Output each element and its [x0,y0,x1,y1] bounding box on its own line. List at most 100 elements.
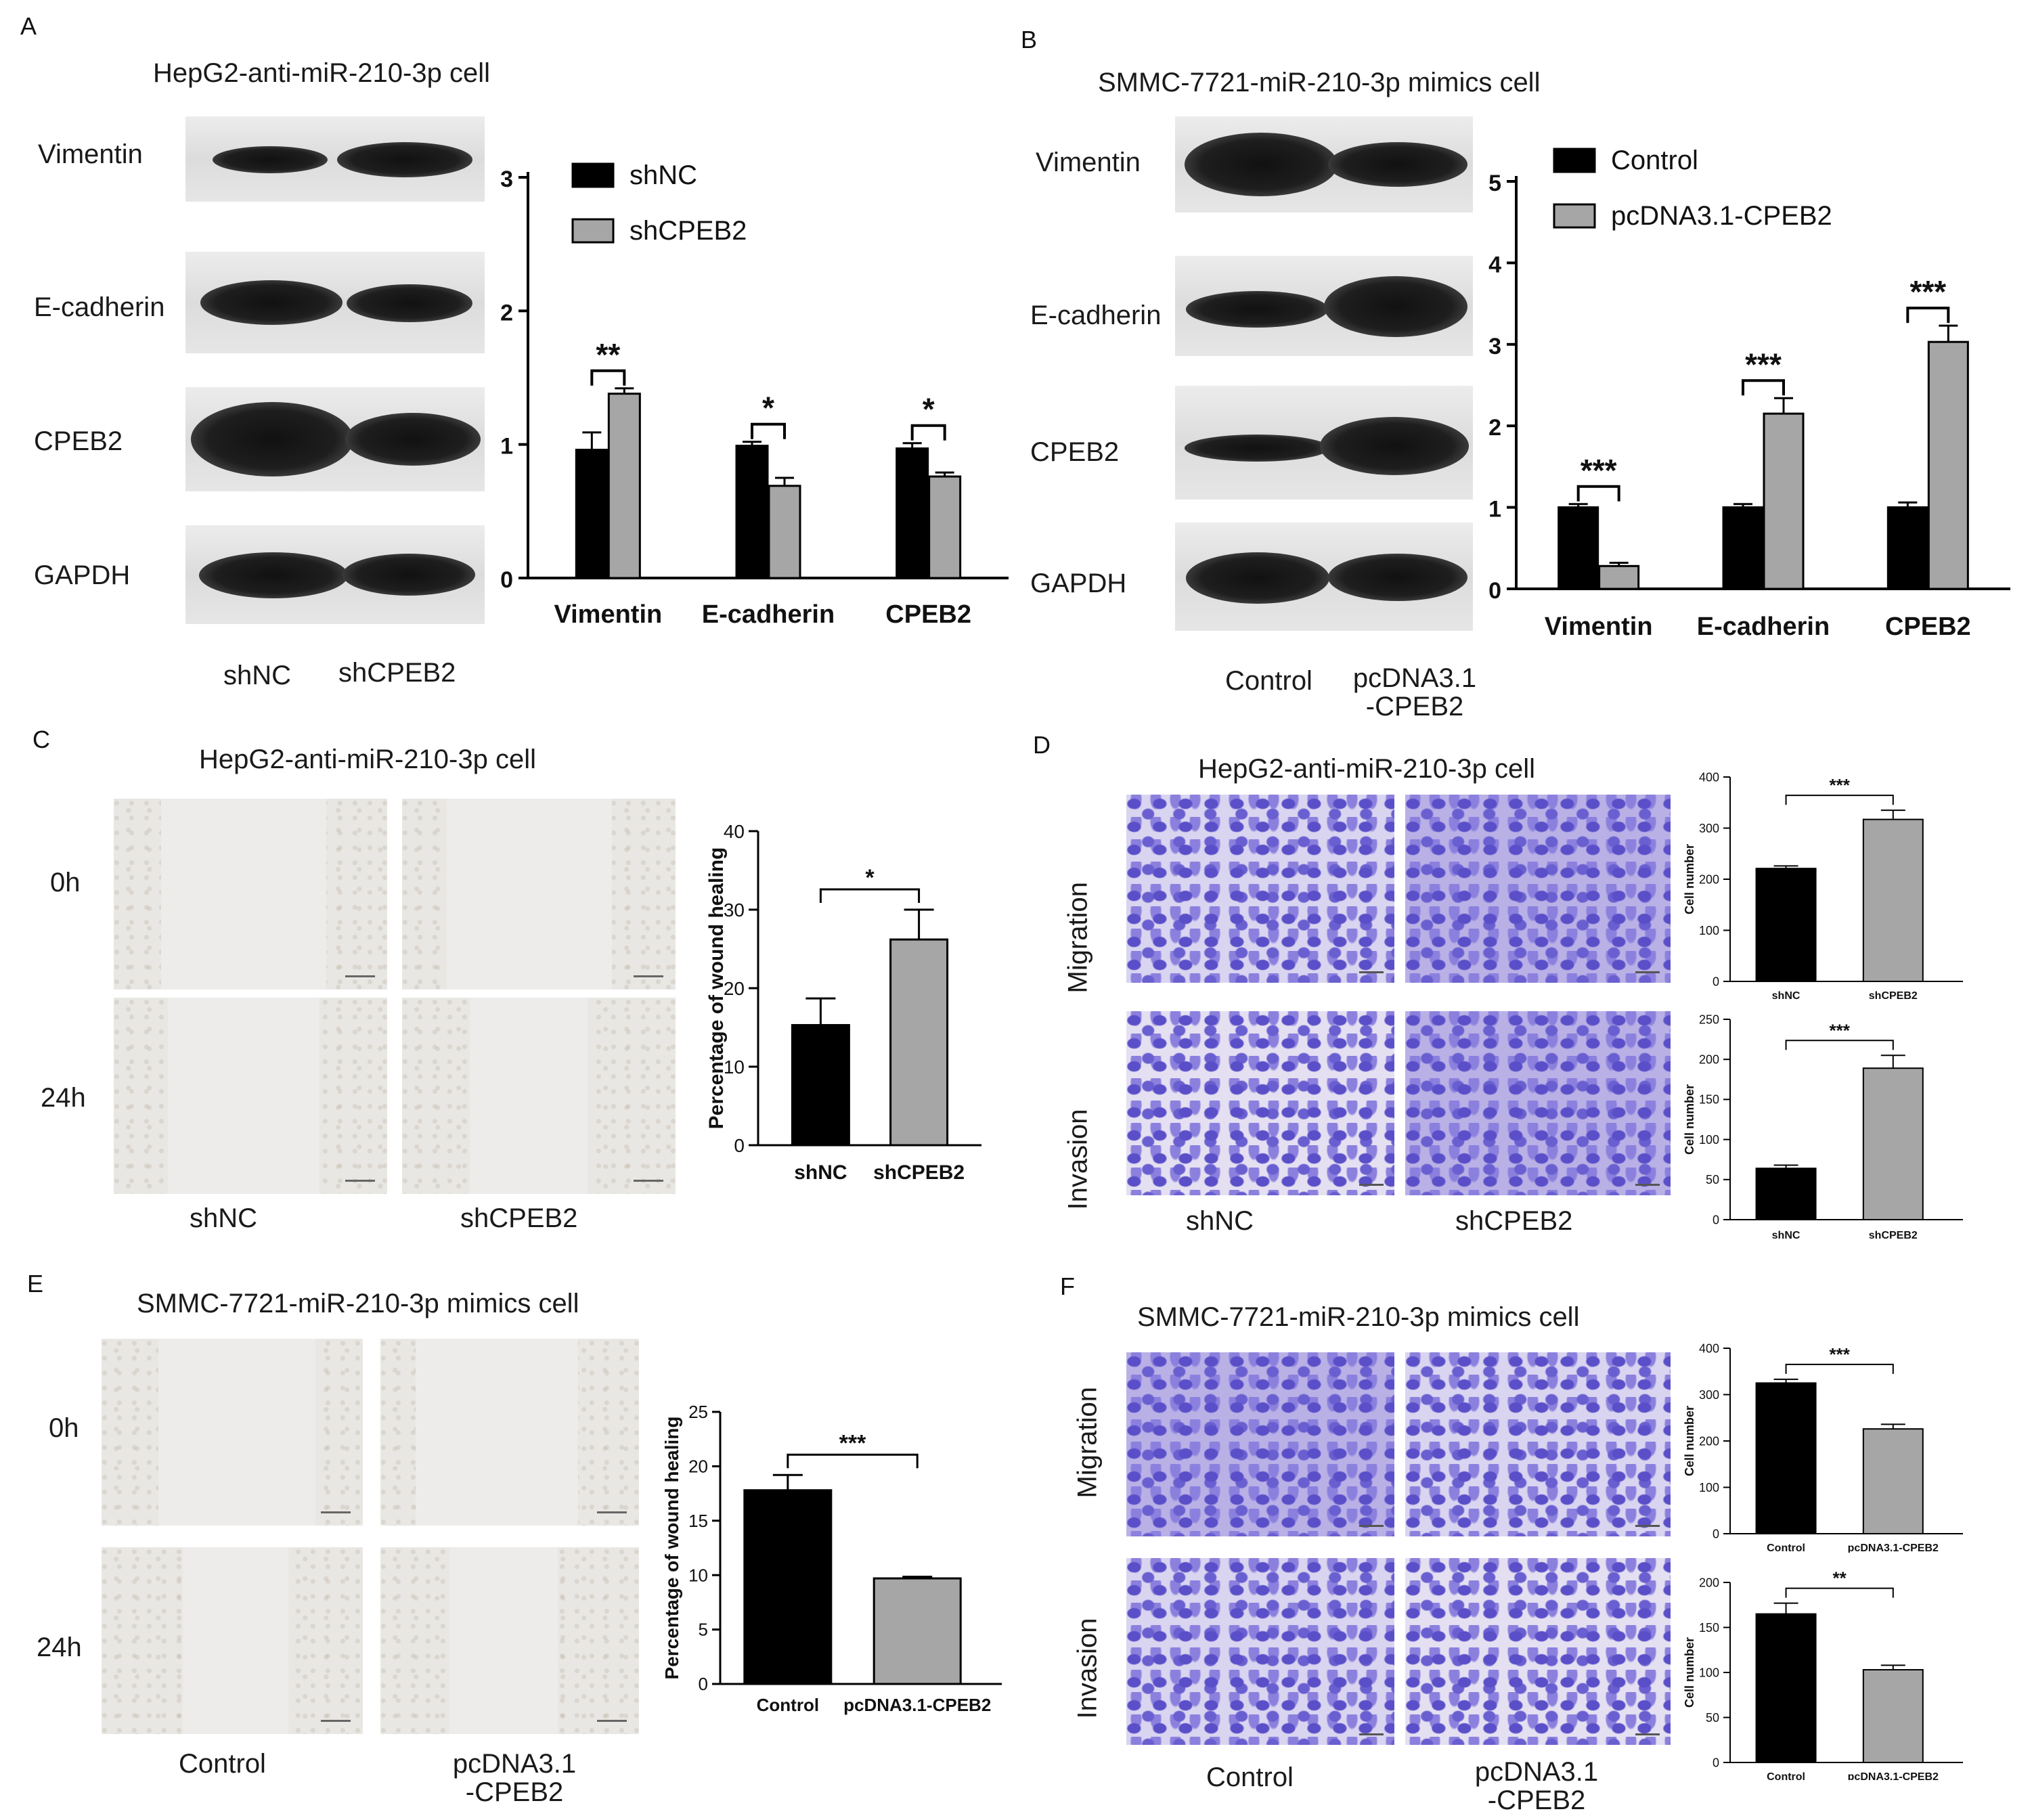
blot-a-lane-shnc: shNC [223,661,292,690]
category-label: shCPEB2 [1869,1230,1918,1241]
panel-c-title: HepG2-anti-miR-210-3p cell [199,745,536,774]
wound-c-shcpeb2-0h [402,799,676,990]
y-tick-label: 20 [724,978,745,999]
wound-e-control-0h [102,1339,363,1526]
bar-Control-Vimentin [1558,506,1599,590]
transwell-f-pcdna-migration [1405,1352,1671,1536]
bar-shCPEB2-Vimentin [607,393,641,579]
wound-c-row-0h: 0h [50,868,81,897]
y-tick-label: 3 [1488,334,1501,359]
category-label: CPEB2 [885,600,971,629]
significance-bracket [1785,1587,1894,1598]
chart-a: 0 1 2 3 Vimentin ** E-cadherin * CPEB2 * shNC shCPE… [500,160,1009,629]
transwell-f-row-migration: Migration [1072,1386,1103,1499]
significance-bracket [590,369,626,386]
significance-bracket [1576,485,1620,502]
transwell-d-row-invasion: Invasion [1063,1109,1093,1210]
y-axis-label: Cell number [1683,1084,1696,1155]
category-label: Control [1767,1771,1805,1780]
significance-stars: *** [1830,775,1851,795]
wound-e-row-0h: 0h [49,1413,79,1443]
y-tick-label: 0 [500,567,513,593]
category-label: E-cadherin [702,600,835,629]
significance-bracket [1906,307,1950,324]
y-tick-label: 0 [699,1674,708,1694]
transwell-d-col-shcpeb2: shCPEB2 [1455,1206,1573,1236]
y-tick-label: 3 [500,167,513,192]
y-tick-label: 1 [1488,497,1501,523]
y-tick-label: 40 [724,821,745,842]
blot-b-label-gapdh: GAPDH [1030,569,1127,598]
transwell-f-row-invasion: Invasion [1072,1618,1103,1719]
bar-shNC-E-cadherin [735,445,769,579]
significance-bracket [1785,795,1894,805]
y-tick-label: 200 [1699,1434,1719,1448]
significance-bracket [751,422,786,439]
significance-stars: *** [839,1430,866,1456]
wound-e-col-pcdna-line1: pcDNA3.1 [452,1749,577,1779]
transwell-f-control-invasion [1126,1558,1394,1745]
blot-a-vimentin [185,116,485,202]
y-tick-label: 20 [688,1457,708,1477]
y-tick-label: 100 [1699,924,1719,937]
y-tick-label: 150 [1699,1621,1719,1635]
blot-a-label-cpeb2: CPEB2 [34,426,123,456]
chart-f-invasion: 0 50 100 150 200 Cell number Control pcDNA3.1-C… [1683,1568,1963,1780]
legend-label: shCPEB2 [630,216,747,246]
bar-Control-E-cadherin [1722,506,1764,590]
bar-Control-CPEB2 [1886,506,1928,590]
bar-pcDNA3.1-CPEB2 [873,1577,962,1685]
panel-d-title: HepG2-anti-miR-210-3p cell [1198,754,1535,784]
panel-letter-c: C [32,726,50,753]
y-tick-label: 0 [1713,1527,1719,1540]
legend-swatch [1553,203,1596,229]
blot-a-cpeb2 [185,387,485,491]
panel-e-title: SMMC-7721-miR-210-3p mimics cell [137,1289,579,1318]
bar-shCPEB2-CPEB2 [928,475,962,579]
category-label: pcDNA3.1-CPEB2 [843,1695,991,1715]
blot-a-label-vimentin: Vimentin [38,139,143,169]
y-tick-label: 400 [1699,1341,1719,1355]
chart-c: 0 10 20 30 40 Percentage of wound healing shNC… [705,821,981,1184]
y-tick-label: 0 [734,1135,745,1156]
category-label: shNC [794,1161,847,1184]
blot-b-label-cpeb2: CPEB2 [1030,437,1120,467]
category-label: E-cadherin [1697,613,1830,641]
category-label: Vimentin [1545,613,1653,641]
bar-shCPEB2 [889,938,949,1147]
y-tick-label: 250 [1699,1013,1719,1026]
y-tick-label: 5 [699,1620,708,1640]
significance-stars: *** [1830,1344,1851,1364]
wound-c-shcpeb2-24h [402,998,676,1194]
bar-pcDNA3.1-CPEB2 [1862,1669,1924,1763]
y-tick-label: 30 [724,900,745,920]
significance-bracket [1742,379,1785,396]
y-tick-label: 0 [1488,578,1501,604]
category-label: shNC [1772,1230,1801,1241]
y-tick-label: 2 [500,300,513,326]
category-label: CPEB2 [1885,613,1971,641]
y-tick-label: 5 [1488,171,1501,196]
panel-b-title: SMMC-7721-miR-210-3p mimics cell [1098,68,1541,97]
bar-Control [1755,1382,1817,1534]
blot-b-label-vimentin: Vimentin [1036,148,1141,177]
category-label: pcDNA3.1-CPEB2 [1848,1542,1939,1553]
significance-stars: * [923,392,935,427]
significance-bracket [1785,1363,1894,1374]
y-tick-label: 400 [1699,770,1719,784]
blot-b-label-ecadherin: E-cadherin [1030,301,1162,330]
legend-label: pcDNA3.1-CPEB2 [1611,201,1832,231]
wound-c-shnc-24h [114,998,387,1194]
category-label: shNC [1772,990,1801,1002]
y-tick-label: 25 [688,1402,708,1422]
significance-stars: *** [1581,453,1617,488]
significance-stars: *** [1909,274,1946,309]
significance-stars: * [762,391,774,426]
wound-c-row-24h: 24h [41,1083,86,1113]
wound-e-col-pcdna-line2: -CPEB2 [465,1777,564,1807]
transwell-f-pcdna-invasion [1405,1558,1671,1745]
y-tick-label: 10 [688,1565,708,1585]
blot-b-lane-pcdna-line1: pcDNA3.1 [1352,663,1477,693]
category-label: shCPEB2 [1869,990,1918,1002]
wound-c-col-shcpeb2: shCPEB2 [460,1203,578,1233]
